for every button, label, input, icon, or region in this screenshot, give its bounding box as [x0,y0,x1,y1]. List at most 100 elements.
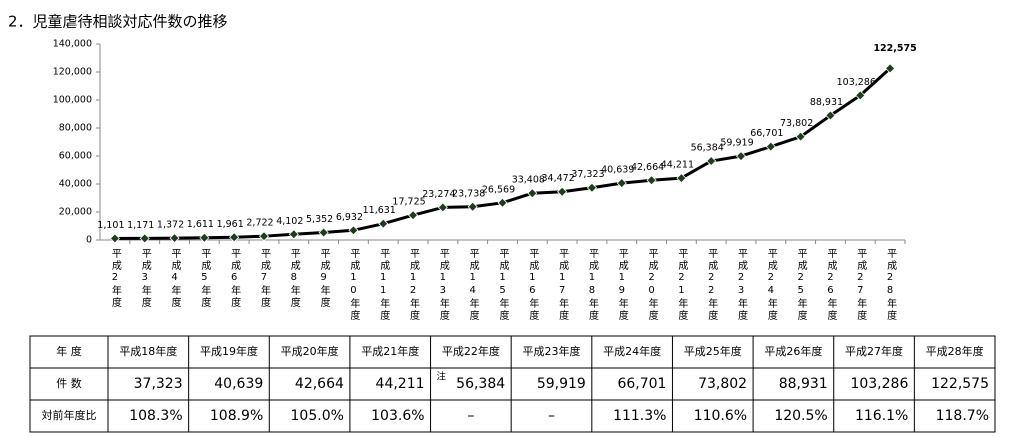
value-label: 103,286 [837,77,876,88]
table-cell: 120.5% [774,408,827,424]
table-cell: 平成27年度 [845,344,903,358]
x-tick-label: 平成24年度 [765,248,777,322]
value-label: 40,639 [601,165,634,176]
value-label: 2,722 [246,218,273,229]
y-tick-label: 60,000 [59,151,92,162]
table-cell: 平成21年度 [361,344,419,358]
marker [109,233,120,244]
x-tick-label: 平成17年度 [557,248,569,322]
value-label: 23,738 [452,188,485,199]
y-tick-label: 100,000 [53,95,92,106]
table-cell: 平成23年度 [523,344,581,358]
table-cell: 平成26年度 [764,344,822,358]
table-cell: 件 数 [56,377,82,390]
x-tick-label: 平成10年度 [348,248,360,322]
marker [735,151,747,162]
value-label: 73,802 [780,118,813,129]
marker [616,178,627,189]
x-tick-label: 平成6年度 [229,248,241,309]
marker [407,210,419,221]
x-tick-label: 平成19年度 [616,248,628,322]
table-cell: – [467,408,474,424]
x-tick-label: 平成20年度 [646,248,658,322]
marker [586,182,598,193]
x-tick-label: 平成12年度 [408,248,420,322]
marker [258,231,270,242]
table-cell: 37,323 [134,376,183,392]
table-cell: 73,802 [698,376,747,392]
table-note: 注 [437,371,447,383]
x-tick-label: 平成7年度 [258,248,270,309]
value-label: 4,102 [276,216,303,227]
value-label: 23,274 [422,189,455,200]
x-tick-label: 平成22年度 [706,248,718,322]
value-label: 5,352 [306,214,333,225]
marker [557,186,568,197]
value-label: 26,569 [482,184,515,195]
value-label: 42,664 [631,162,664,173]
x-tick-label: 平成11年度 [378,248,390,322]
marker [646,175,657,186]
table-cell: 平成18年度 [119,344,177,358]
marker [139,233,150,244]
marker [199,232,210,243]
value-label: 34,472 [542,173,575,184]
y-tick-label: 80,000 [59,123,92,134]
table-cell: 年 度 [56,344,82,358]
marker [885,63,896,74]
value-label: 56,384 [691,143,724,154]
table-cell: 59,919 [537,376,586,392]
y-tick-label: 120,000 [53,67,92,78]
value-label: 59,919 [720,138,753,149]
value-label: 1,101 [97,220,124,231]
value-label: 122,575 [873,43,916,54]
x-tick-label: 平成18年度 [586,248,598,322]
marker [467,201,478,212]
marker [855,90,866,101]
value-label: 6,932 [336,212,363,223]
marker [229,232,240,243]
x-tick-label: 平成16年度 [527,248,539,322]
y-tick-label: 140,000 [53,39,92,50]
table-cell: 103.6% [371,408,424,424]
value-label: 1,171 [127,220,154,231]
marker [825,110,836,121]
table-cell: 66,701 [617,376,666,392]
table-cell: 平成28年度 [926,344,984,358]
x-tick-label: 平成9年度 [318,248,330,309]
value-label: 17,725 [392,197,425,208]
marker [348,225,359,236]
y-tick-label: 0 [86,235,92,246]
x-tick-label: 平成13年度 [437,248,449,322]
data-line [114,67,892,240]
table-cell: 56,384 [456,376,505,392]
table-cell: 111.3% [613,408,666,424]
x-tick-label: 平成4年度 [169,248,181,309]
value-label: 88,931 [810,97,843,108]
table-cell: 平成25年度 [684,344,742,358]
table-cell: 42,664 [295,376,344,392]
marker [706,155,717,167]
table-cell: 118.7% [936,408,989,424]
marker [795,131,806,142]
x-tick-label: 平成3年度 [139,248,151,309]
x-tick-label: 平成28年度 [885,248,897,322]
marker [169,233,180,244]
marker [497,197,508,208]
x-tick-label: 平成15年度 [497,248,509,322]
x-tick-label: 平成25年度 [795,248,807,322]
marker [318,227,329,238]
y-tick-label: 40,000 [59,179,92,190]
table-cell: – [548,408,555,424]
marker [765,141,776,152]
table-frame [29,335,996,433]
value-label: 11,631 [363,205,396,216]
value-label: 44,211 [661,160,694,171]
table-cell: 88,931 [779,376,828,392]
marker [527,188,538,199]
table-cell: 103,286 [850,376,908,392]
chart-title: 2．児童虐待相談対応件数の推移 [8,13,228,31]
x-tick-label: 平成14年度 [467,248,479,322]
value-label: 66,701 [750,128,783,139]
value-label: 37,323 [571,169,604,180]
